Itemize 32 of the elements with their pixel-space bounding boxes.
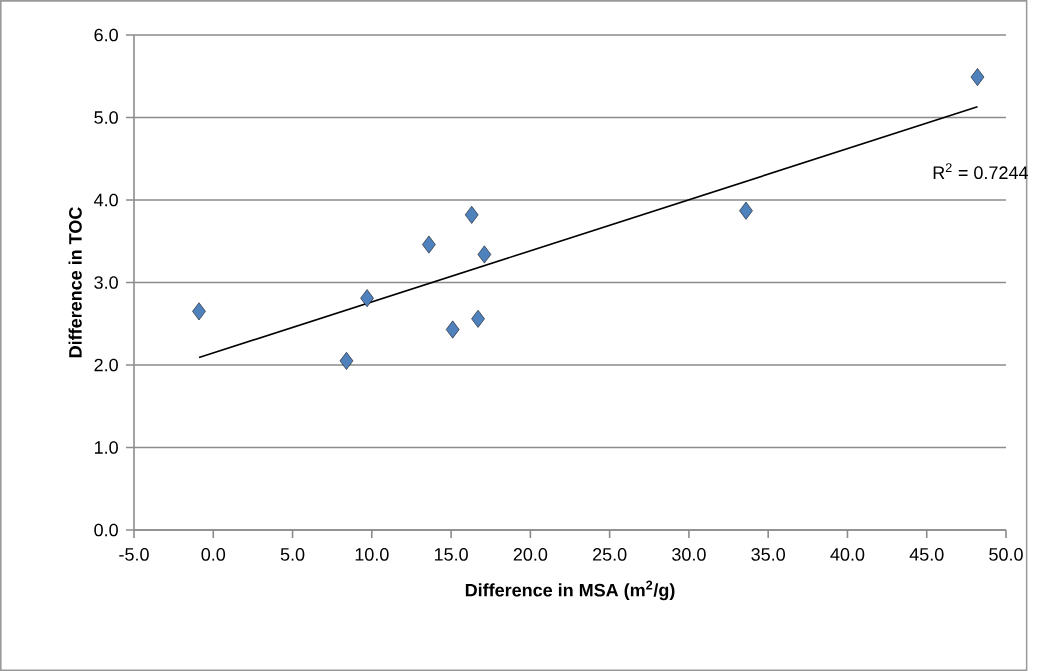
- annotation: R$^{2}$ = 0.7244: [933, 163, 1028, 180]
- x-tick-label: -5.0: [119, 548, 149, 561]
- x-tick-label: 5.0: [280, 548, 305, 561]
- x-axis-title: Difference in MSA (m$^{2}$/g): [465, 580, 675, 601]
- y-tick-label: 6.0: [94, 28, 118, 42]
- y-tick-label: 5.0: [94, 111, 118, 124]
- x-tick-label: 0.0: [201, 548, 226, 561]
- x-tick-label: 40.0: [830, 548, 865, 561]
- point: [360, 289, 374, 308]
- y-tick-label: 1.0: [94, 441, 118, 454]
- point: [471, 309, 485, 328]
- x-tick-label: 35.0: [751, 548, 785, 561]
- x-tick-label: 10.0: [355, 548, 389, 561]
- point: [422, 235, 436, 254]
- point: [192, 302, 206, 321]
- x-tick-label: 30.0: [672, 548, 706, 561]
- y-tick-label: 3.0: [94, 276, 118, 289]
- x-tick-label: 20.0: [513, 548, 548, 561]
- y-tick-label: 4.0: [94, 193, 118, 207]
- point: [477, 245, 492, 264]
- x-tick-label: 50.0: [989, 548, 1023, 561]
- point: [339, 351, 354, 370]
- x-tick-label: 15.0: [434, 548, 468, 561]
- y-tick-label: 0.0: [94, 523, 118, 537]
- y-axis-title: Difference in TOC: [68, 207, 82, 358]
- x-tick-label: 45.0: [909, 548, 944, 561]
- point: [970, 68, 985, 87]
- y-tick-label: 2.0: [94, 358, 118, 372]
- x-tick-label: 25.0: [593, 548, 627, 561]
- point: [445, 320, 460, 339]
- point: [464, 205, 479, 224]
- point: [739, 201, 753, 220]
